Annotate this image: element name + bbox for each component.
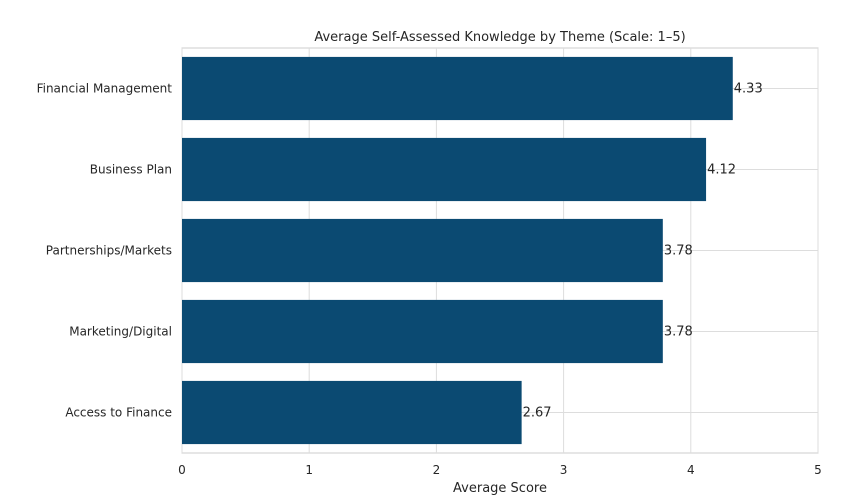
x-tick-label: 1 — [305, 463, 313, 477]
bar — [182, 218, 663, 283]
x-tick-label: 3 — [560, 463, 568, 477]
x-tick-label: 4 — [687, 463, 695, 477]
y-tick-label: Financial Management — [37, 82, 173, 96]
bar — [182, 56, 733, 121]
bar — [182, 380, 522, 445]
x-tick-label: 0 — [178, 463, 186, 477]
bar-value-label: 4.12 — [707, 163, 736, 178]
bar-value-label: 3.78 — [664, 244, 693, 259]
y-tick-label: Access to Finance — [65, 406, 172, 420]
y-tick-label: Partnerships/Markets — [46, 244, 172, 258]
x-tick-label: 2 — [433, 463, 441, 477]
y-tick-label: Marketing/Digital — [69, 325, 172, 339]
bars-group — [182, 56, 733, 445]
y-tick-label: Business Plan — [90, 163, 172, 177]
x-tick-label: 5 — [814, 463, 822, 477]
value-labels: 4.33 4.12 3.78 3.78 2.67 — [523, 82, 763, 421]
bar-value-label: 2.67 — [523, 406, 552, 421]
bar-value-label: 4.33 — [734, 82, 763, 97]
x-tick-labels: 0 1 2 3 4 5 — [178, 463, 822, 477]
bar-value-label: 3.78 — [664, 325, 693, 340]
bar — [182, 299, 663, 364]
bar — [182, 137, 707, 202]
x-axis-title: Average Score — [453, 481, 547, 496]
y-category-labels: Financial Management Business Plan Partner… — [37, 82, 173, 420]
chart-title: Average Self-Assessed Knowledge by Theme… — [314, 30, 685, 45]
